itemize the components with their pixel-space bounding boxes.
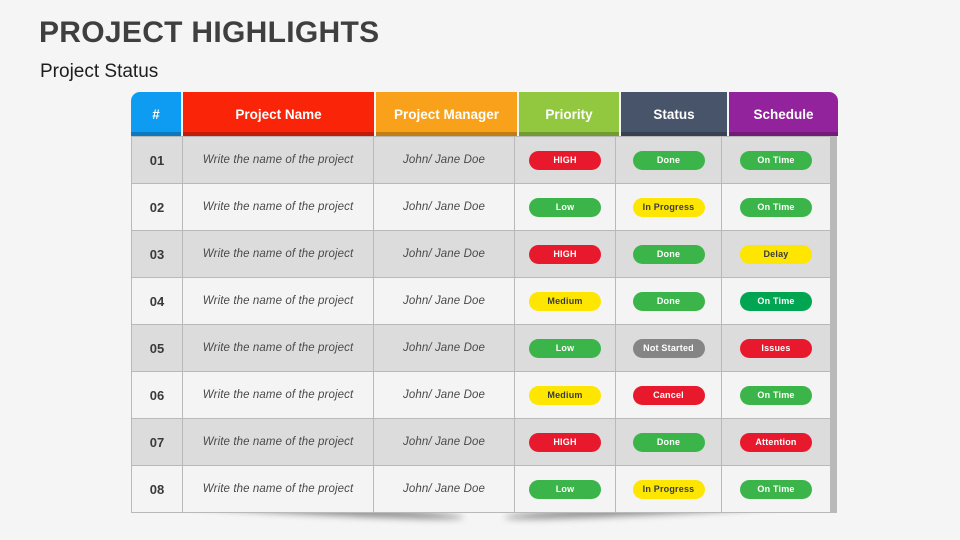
column-header-num: #	[131, 92, 181, 136]
priority-badge: HIGH	[529, 150, 601, 170]
status-cell: Not Started	[616, 325, 721, 371]
table-header-row: # Project Name Project Manager Priority Stat…	[131, 92, 838, 136]
column-header-schedule: Schedule	[729, 92, 838, 136]
project-name-cell: Write the name of the project	[183, 278, 373, 324]
status-badge: Done	[632, 291, 705, 311]
project-manager-cell: John/ Jane Doe	[374, 278, 514, 324]
project-manager-cell: John/ Jane Doe	[374, 372, 514, 418]
status-badge: In Progress	[632, 479, 705, 499]
status-cell: Cancel	[616, 372, 721, 418]
priority-badge: HIGH	[529, 244, 601, 264]
project-manager-cell: John/ Jane Doe	[374, 184, 514, 230]
status-badge: Cancel	[632, 385, 705, 405]
status-badge: Not Started	[632, 338, 705, 358]
project-name-cell: Write the name of the project	[183, 466, 373, 512]
project-name-cell: Write the name of the project	[183, 137, 373, 183]
priority-cell: Low	[515, 184, 615, 230]
status-cell: Done	[616, 137, 721, 183]
priority-cell: HIGH	[515, 137, 615, 183]
row-number-cell: 04	[132, 278, 182, 324]
schedule-cell: Issues	[722, 325, 830, 371]
schedule-badge: Attention	[740, 432, 812, 452]
schedule-cell: On Time	[722, 184, 830, 230]
table-row: 05 Write the name of the project John/ Jan…	[132, 325, 836, 371]
table-row: 04 Write the name of the project John/ Jan…	[132, 278, 836, 324]
column-header-status: Status	[621, 92, 727, 136]
priority-badge: HIGH	[529, 432, 601, 452]
project-name-cell: Write the name of the project	[183, 184, 373, 230]
column-header-project-name: Project Name	[183, 92, 374, 136]
row-number-cell: 03	[132, 231, 182, 277]
project-name-cell: Write the name of the project	[183, 325, 373, 371]
schedule-cell: On Time	[722, 137, 830, 183]
status-cell: Done	[616, 231, 721, 277]
column-header-project-manager: Project Manager	[376, 92, 517, 136]
status-cell: Done	[616, 419, 721, 465]
schedule-cell: Attention	[722, 419, 830, 465]
schedule-badge: Issues	[740, 338, 812, 358]
column-header-priority: Priority	[519, 92, 619, 136]
table-row: 07 Write the name of the project John/ Jan…	[132, 419, 836, 465]
priority-cell: Medium	[515, 372, 615, 418]
schedule-cell: On Time	[722, 466, 830, 512]
project-manager-cell: John/ Jane Doe	[374, 137, 514, 183]
project-name-cell: Write the name of the project	[183, 231, 373, 277]
status-cell: In Progress	[616, 184, 721, 230]
page-subtitle: Project Status	[40, 61, 159, 82]
status-badge: Done	[632, 150, 705, 170]
row-number-cell: 02	[132, 184, 182, 230]
priority-cell: HIGH	[515, 419, 615, 465]
schedule-cell: Delay	[722, 231, 830, 277]
project-manager-cell: John/ Jane Doe	[374, 231, 514, 277]
status-badge: In Progress	[632, 197, 705, 217]
row-number-cell: 08	[132, 466, 182, 512]
table-row: 03 Write the name of the project John/ Jan…	[132, 231, 836, 277]
project-manager-cell: John/ Jane Doe	[374, 419, 514, 465]
row-number-cell: 01	[132, 137, 182, 183]
priority-badge: Medium	[529, 385, 601, 405]
priority-badge: Medium	[529, 291, 601, 311]
row-number-cell: 05	[132, 325, 182, 371]
schedule-badge: On Time	[740, 197, 812, 217]
schedule-badge: On Time	[740, 291, 812, 311]
project-name-cell: Write the name of the project	[183, 372, 373, 418]
table-row: 01 Write the name of the project John/ Jan…	[132, 137, 836, 183]
table-row: 08 Write the name of the project John/ Jan…	[132, 466, 836, 512]
priority-cell: HIGH	[515, 231, 615, 277]
status-cell: In Progress	[616, 466, 721, 512]
priority-badge: Low	[529, 479, 601, 499]
row-number-cell: 06	[132, 372, 182, 418]
schedule-badge: On Time	[740, 479, 812, 499]
schedule-cell: On Time	[722, 278, 830, 324]
page-title: PROJECT HIGHLIGHTS	[39, 16, 380, 49]
schedule-cell: On Time	[722, 372, 830, 418]
schedule-badge: On Time	[740, 150, 812, 170]
table-row: 06 Write the name of the project John/ Jan…	[132, 372, 836, 418]
priority-cell: Low	[515, 466, 615, 512]
project-name-cell: Write the name of the project	[183, 419, 373, 465]
priority-badge: Low	[529, 338, 601, 358]
project-status-table: # Project Name Project Manager Priority Stat…	[131, 92, 838, 513]
status-badge: Done	[632, 244, 705, 264]
table-row: 02 Write the name of the project John/ Jan…	[132, 184, 836, 230]
project-manager-cell: John/ Jane Doe	[374, 325, 514, 371]
schedule-badge: Delay	[740, 244, 812, 264]
table-body: 01 Write the name of the project John/ Jan…	[131, 136, 837, 513]
schedule-badge: On Time	[740, 385, 812, 405]
priority-cell: Medium	[515, 278, 615, 324]
row-number-cell: 07	[132, 419, 182, 465]
priority-cell: Low	[515, 325, 615, 371]
status-badge: Done	[632, 432, 705, 452]
project-manager-cell: John/ Jane Doe	[374, 466, 514, 512]
priority-badge: Low	[529, 197, 601, 217]
status-cell: Done	[616, 278, 721, 324]
